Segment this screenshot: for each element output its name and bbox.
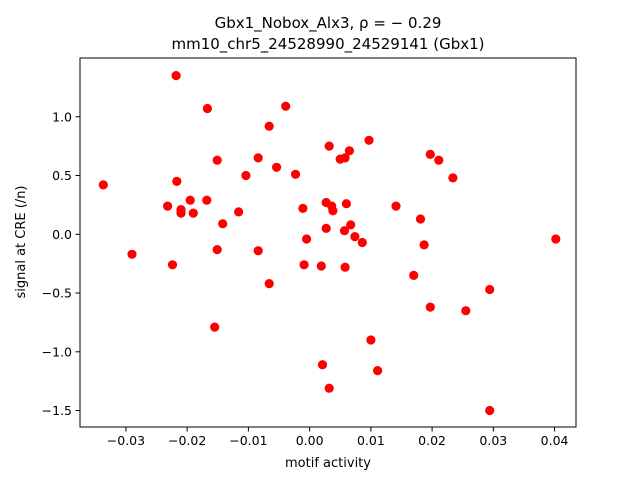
x-tick-label: 0.02 <box>418 433 446 448</box>
data-point <box>264 121 274 131</box>
data-point <box>364 135 374 145</box>
data-point <box>98 180 108 190</box>
data-point <box>339 226 350 236</box>
data-point <box>272 162 282 172</box>
data-point <box>485 284 495 295</box>
data-point <box>127 249 137 259</box>
data-point <box>234 207 244 217</box>
y-tick-label: 0.5 <box>52 168 72 183</box>
data-point <box>188 208 198 218</box>
chart-title-line2: mm10_chr5_24528990_24529141 (Gbx1) <box>171 35 484 54</box>
data-point <box>425 302 435 312</box>
x-tick-label: −0.01 <box>229 433 267 448</box>
data-point <box>419 240 429 250</box>
data-point <box>366 335 376 345</box>
data-point <box>551 234 561 244</box>
data-point <box>171 71 181 81</box>
data-point <box>415 214 426 224</box>
data-point <box>298 203 308 213</box>
data-points <box>98 71 561 416</box>
data-point <box>299 260 309 270</box>
data-point <box>167 260 178 270</box>
y-tick-label: −1.0 <box>42 344 72 359</box>
x-tick-label: 0.04 <box>541 433 569 448</box>
plot-frame <box>79 57 577 428</box>
data-point <box>176 208 186 218</box>
data-point <box>241 170 251 181</box>
y-tick-label: 1.0 <box>52 109 72 124</box>
data-point <box>340 262 350 272</box>
data-point <box>185 195 195 205</box>
x-tick-label: 0.03 <box>479 433 507 448</box>
data-point <box>328 206 338 216</box>
data-point <box>212 245 222 255</box>
data-point <box>485 405 495 416</box>
data-point <box>344 146 354 156</box>
data-point <box>253 246 263 256</box>
data-point <box>210 322 220 332</box>
data-point <box>302 234 312 244</box>
data-point <box>253 153 263 163</box>
y-axis: −1.5 −1.0 −0.5 0.0 0.5 1.0 <box>42 109 80 418</box>
data-point <box>391 201 401 211</box>
data-point <box>202 103 212 114</box>
data-point <box>172 176 182 186</box>
data-point <box>324 141 334 151</box>
data-point <box>163 201 173 211</box>
x-tick-label: 0.00 <box>296 433 324 448</box>
data-point <box>202 195 212 205</box>
data-point <box>341 199 351 209</box>
data-point <box>212 155 222 165</box>
data-point <box>340 153 350 163</box>
y-tick-label: 0.0 <box>52 227 72 242</box>
x-axis-label: motif activity <box>285 456 371 471</box>
x-axis: −0.03 −0.02 −0.01 0.00 0.01 0.02 0.03 0.04 <box>107 427 569 448</box>
data-point <box>316 261 326 271</box>
data-point <box>357 237 367 248</box>
data-point <box>321 223 331 233</box>
data-point <box>324 383 334 393</box>
y-tick-label: −1.5 <box>42 403 72 418</box>
chart-title-line1: Gbx1_Nobox_Alx3, ρ = − 0.29 <box>215 14 442 33</box>
data-point <box>290 169 301 179</box>
data-point <box>425 149 435 159</box>
data-point <box>434 155 444 165</box>
data-point <box>461 306 471 316</box>
data-point <box>264 279 274 289</box>
data-point <box>350 232 360 242</box>
y-axis-label: signal at CRE (/n) <box>14 185 29 298</box>
data-point <box>373 366 383 376</box>
data-point <box>218 219 228 229</box>
data-point <box>281 101 291 111</box>
data-point <box>317 360 328 370</box>
x-tick-label: 0.01 <box>357 433 385 448</box>
x-tick-label: −0.02 <box>168 433 206 448</box>
data-point <box>346 220 356 230</box>
data-point <box>409 270 419 280</box>
data-point <box>448 173 458 183</box>
y-tick-label: −0.5 <box>42 286 72 301</box>
x-tick-label: −0.03 <box>107 433 145 448</box>
